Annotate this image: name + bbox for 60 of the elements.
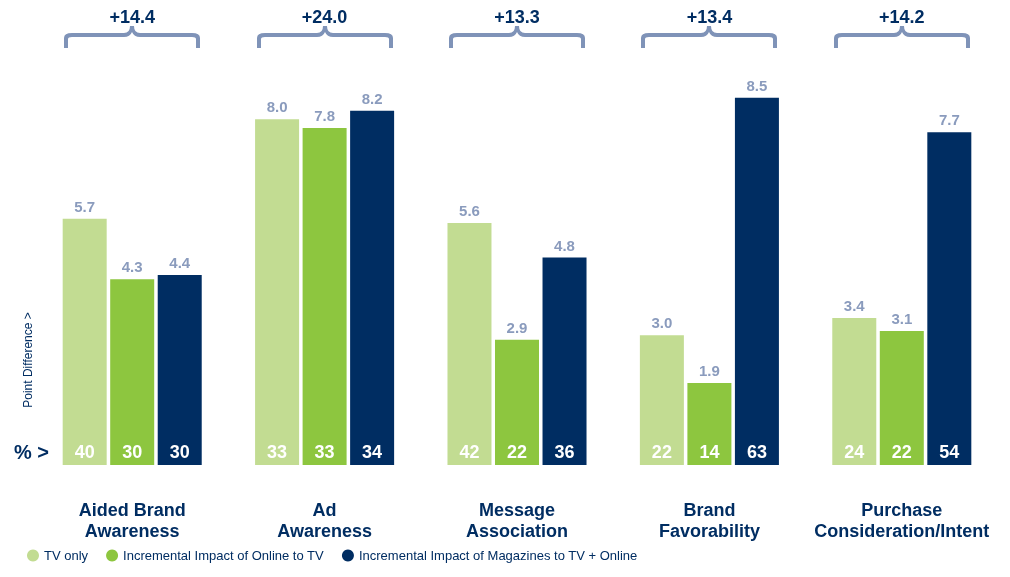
data-label: 8.5 xyxy=(746,76,768,94)
bar xyxy=(832,318,877,465)
bar xyxy=(302,127,347,465)
data-label: 8.2 xyxy=(361,89,383,107)
annotation: 34 xyxy=(362,442,383,462)
annotation: 30 xyxy=(122,442,143,462)
data-label: 5.6 xyxy=(459,202,480,220)
bar xyxy=(350,110,395,465)
y-axis-title: Point Difference > xyxy=(21,312,35,408)
data-label: 8.0 xyxy=(266,98,288,116)
data-label: 5.7 xyxy=(74,197,96,215)
annotation: 24 xyxy=(844,442,865,462)
data-label: 3.1 xyxy=(891,310,913,328)
text: +14.4 xyxy=(109,7,155,27)
legend-label: Incremental Impact of Online to TV xyxy=(123,548,325,563)
data-label: 2.9 xyxy=(506,318,528,336)
bar xyxy=(542,257,587,465)
bar xyxy=(687,382,732,465)
legend-label: Incremental Impact of Magazines to TV + Online xyxy=(358,548,638,563)
data-label: 3.4 xyxy=(843,297,866,315)
bar xyxy=(927,132,972,465)
x-tick-label: Message Association xyxy=(465,499,569,541)
x-tick-label: Brand Favorability xyxy=(658,499,760,541)
text: +13.3 xyxy=(494,7,540,27)
annotation: 30 xyxy=(169,442,190,462)
text: +13.4 xyxy=(686,7,733,27)
bar xyxy=(110,279,155,465)
annotation: 33 xyxy=(267,442,288,462)
data-label: 4.3 xyxy=(121,258,143,276)
data-label: 4.4 xyxy=(169,253,191,271)
x-tick-label: Ad Awareness xyxy=(277,499,372,541)
annotation: 42 xyxy=(459,442,480,462)
bar xyxy=(255,119,300,465)
annotation: 14 xyxy=(699,442,720,462)
annotation: 22 xyxy=(891,442,912,462)
annotation: 40 xyxy=(74,442,95,462)
bar xyxy=(157,274,202,465)
annotation: % > xyxy=(14,441,50,463)
data-label: 7.8 xyxy=(314,106,336,124)
bar xyxy=(62,218,107,465)
annotation: 36 xyxy=(554,442,575,462)
x-tick-label: Purchase Consideration/Intent xyxy=(814,499,990,541)
annotation: 63 xyxy=(746,442,767,462)
annotation: 33 xyxy=(314,442,335,462)
text: +14.2 xyxy=(879,7,925,27)
bar xyxy=(734,97,779,465)
annotation: 54 xyxy=(939,442,960,462)
legend-label: TV only xyxy=(44,548,89,563)
bar xyxy=(879,331,924,465)
data-label: 7.7 xyxy=(938,111,960,129)
bar xyxy=(639,335,684,465)
x-tick-label: Aided Brand Awareness xyxy=(78,499,186,541)
bar xyxy=(495,339,539,465)
data-label: 3.0 xyxy=(651,314,673,332)
data-label: 1.9 xyxy=(698,361,720,379)
bar xyxy=(447,223,492,465)
annotation: 22 xyxy=(651,442,672,462)
data-label: 4.8 xyxy=(554,236,575,254)
text: +24.0 xyxy=(301,7,348,27)
annotation: 22 xyxy=(506,442,528,462)
